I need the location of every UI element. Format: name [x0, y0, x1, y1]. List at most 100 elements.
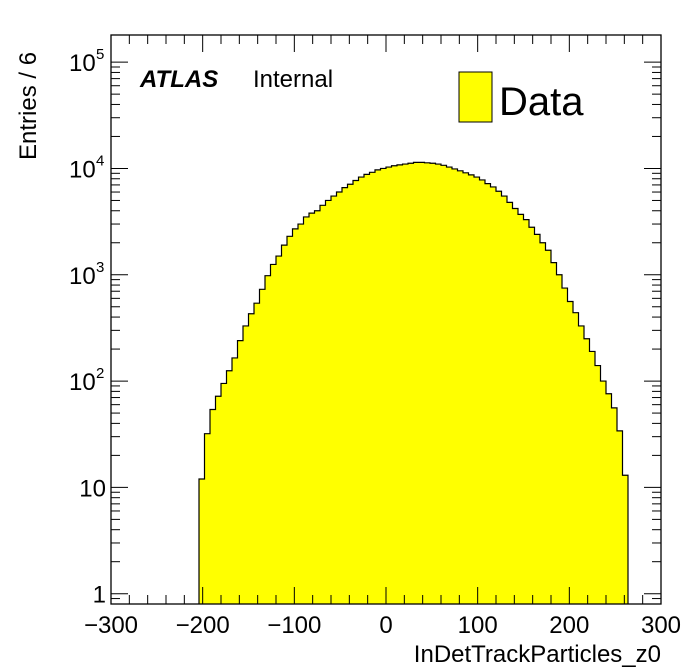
hist-bar: [512, 208, 519, 604]
hist-bar: [204, 433, 211, 604]
hist-bar: [380, 168, 387, 604]
hist-bar: [518, 214, 524, 605]
hist-bar: [210, 409, 216, 604]
hist-bar: [391, 165, 398, 604]
hist-bar: [358, 177, 365, 604]
hist-bar: [298, 224, 304, 605]
hist-bar: [584, 338, 590, 604]
hist-bar: [336, 192, 343, 604]
hist-bar: [419, 162, 425, 605]
hist-bar: [402, 164, 409, 604]
hist-bar: [292, 228, 299, 605]
hist-bar: [320, 205, 326, 604]
hist-bar: [265, 275, 271, 604]
legend-label: Data: [499, 80, 584, 124]
hist-bar: [215, 396, 222, 604]
hist-bar: [595, 365, 601, 604]
hist-bar: [375, 169, 381, 604]
y-tick-label: 10: [69, 50, 96, 77]
hist-bar: [567, 301, 574, 604]
y-tick-label: 1: [93, 582, 106, 609]
y-tick-exponent: 5: [96, 46, 104, 63]
hist-bar: [386, 167, 392, 604]
tick-layer: [110, 35, 662, 605]
y-axis-label: Entries / 6: [15, 52, 42, 160]
hist-bar: [441, 165, 447, 604]
hist-bar: [474, 177, 480, 604]
hist-bar: [353, 180, 359, 604]
hist-bar: [463, 172, 469, 604]
hist-bar: [540, 242, 546, 605]
x-tick-label: 300: [641, 612, 681, 639]
y-tick-label: 10: [69, 369, 96, 396]
hist-bar: [232, 357, 238, 604]
hist-bar: [369, 172, 376, 604]
x-tick-label: −100: [267, 612, 321, 639]
hist-bar: [281, 245, 288, 604]
y-tick-exponent: 3: [96, 259, 104, 276]
hist-bar: [347, 184, 354, 604]
x-tick-label: 0: [379, 612, 392, 639]
hist-bar: [435, 164, 442, 604]
histogram-layer: [198, 161, 629, 605]
x-tick-labels: −300 −200 −100 0 100 200 300: [84, 612, 681, 639]
hist-bar: [545, 250, 552, 604]
hist-bar: [276, 256, 282, 604]
hist-bar: [314, 210, 321, 604]
hist-bar: [287, 236, 293, 604]
hist-bar: [413, 162, 420, 605]
y-tick-label: 10: [69, 156, 96, 183]
atlas-label: ATLAS: [139, 66, 218, 93]
hist-bar: [243, 325, 249, 604]
hist-bar: [556, 274, 563, 604]
hist-bar: [496, 191, 502, 604]
hist-bar: [325, 200, 332, 604]
x-axis-label: InDetTrackParticles_z0: [414, 641, 661, 668]
hist-bar: [529, 227, 535, 604]
hist-bar: [446, 167, 453, 604]
y-tick-label: 10: [79, 475, 106, 502]
hist-bar: [397, 164, 403, 604]
y-tick-label: 10: [69, 263, 96, 290]
hist-bar: [270, 264, 277, 604]
hist-bar: [254, 303, 260, 604]
hist-bar: [237, 340, 244, 604]
x-tick-label: 200: [549, 612, 589, 639]
hist-bar: [468, 174, 475, 604]
hist-bar: [622, 475, 629, 604]
hist-bar: [424, 162, 431, 604]
hist-bar: [490, 186, 497, 604]
hist-bar: [551, 262, 557, 604]
hist-bar: [199, 478, 205, 604]
hist-bar: [578, 325, 585, 604]
x-tick-label: 100: [458, 612, 498, 639]
hist-bar: [430, 163, 436, 605]
hist-bar: [617, 430, 623, 604]
x-tick-label: −200: [176, 612, 230, 639]
hist-bar: [303, 216, 310, 604]
hist-bar: [331, 196, 337, 605]
legend-swatch: [458, 71, 493, 123]
hist-bar: [226, 370, 233, 604]
hist-bar: [408, 163, 414, 605]
hist-bar: [589, 351, 596, 604]
hist-bar: [562, 288, 568, 604]
hist-bar: [606, 393, 612, 604]
hist-bar: [221, 383, 227, 604]
hist-bar: [485, 183, 491, 604]
internal-label: Internal: [253, 66, 333, 93]
hist-bar: [573, 312, 579, 604]
hist-bar: [457, 170, 464, 604]
y-tick-exponent: 4: [96, 152, 104, 169]
hist-bar: [600, 381, 607, 604]
hist-bar: [259, 289, 266, 604]
hist-bar: [611, 407, 618, 604]
y-tick-exponent: 2: [96, 365, 104, 382]
hist-bar: [534, 234, 541, 605]
hist-bar: [364, 174, 370, 604]
hist-bar: [507, 202, 513, 604]
hist-bar: [309, 213, 315, 604]
